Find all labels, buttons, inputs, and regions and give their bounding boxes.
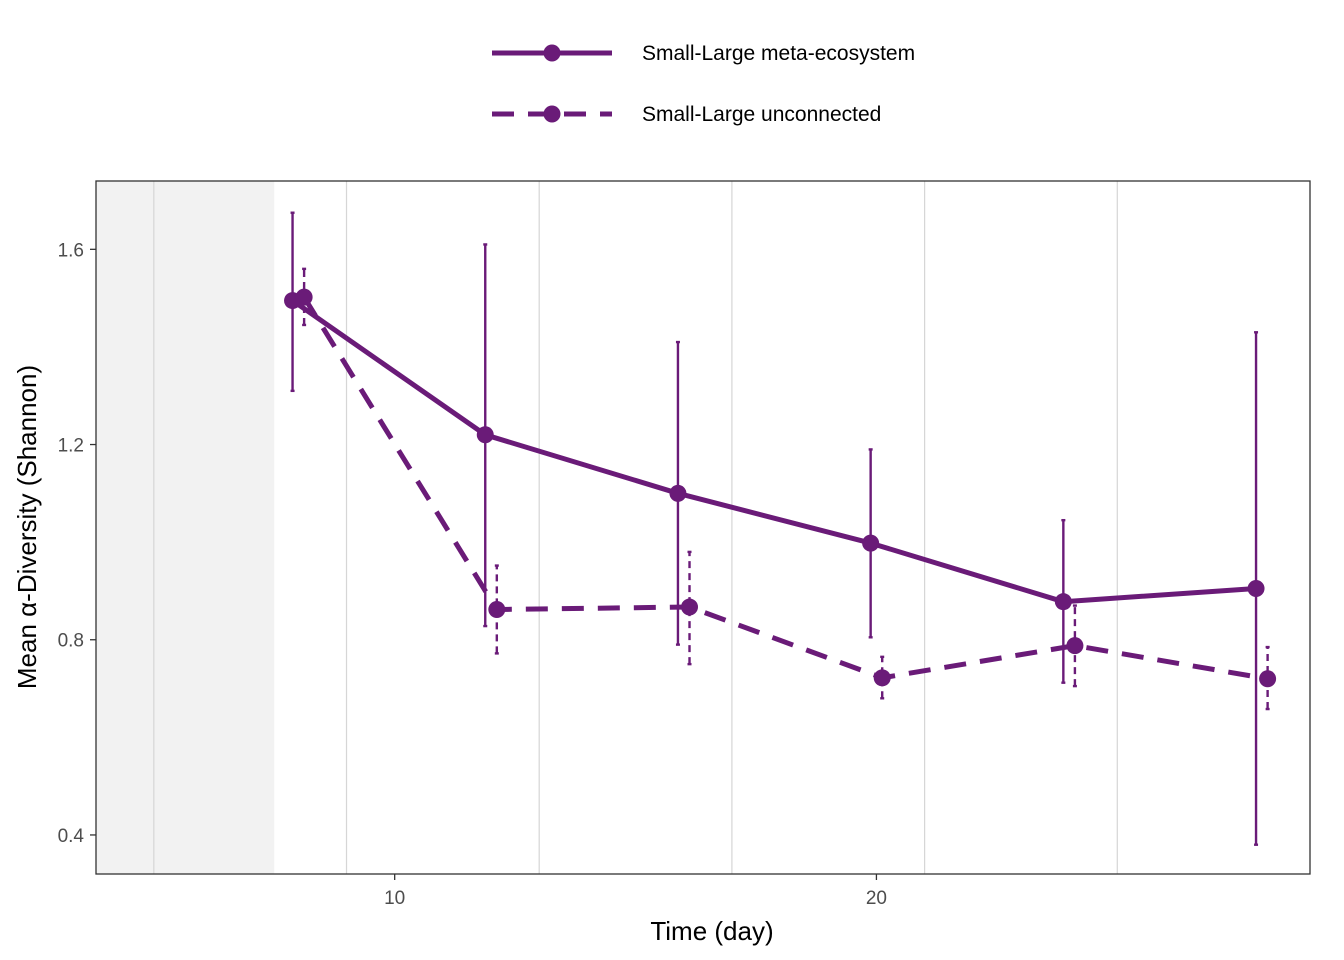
data-point-1-1 <box>488 600 506 618</box>
legend-key-point <box>543 105 561 123</box>
y-axis-title: Mean α-Diversity (Shannon) <box>12 365 42 689</box>
y-tick-label: 0.8 <box>58 631 84 652</box>
plot-panel <box>95 180 1311 875</box>
error-bar-1-2 <box>687 550 692 666</box>
y-tick-label: 1.6 <box>58 240 84 261</box>
data-point-1-5 <box>1259 670 1277 688</box>
legend-key-point <box>543 44 561 62</box>
series-line-0 <box>291 298 1257 605</box>
series-0 <box>284 211 1265 846</box>
y-axis: 0.4 0.8 1.2 1.6 <box>58 240 96 847</box>
data-point-1-3 <box>873 669 891 687</box>
shaded-region <box>96 181 275 874</box>
legend-item-0: Small-Large meta-ecosystem <box>492 42 915 65</box>
data-point-1-0 <box>295 288 313 306</box>
x-axis-title: Time (day) <box>650 916 773 946</box>
y-tick-label: 0.4 <box>58 826 85 847</box>
legend-label: Small-Large meta-ecosystem <box>642 42 915 65</box>
legend: Small-Large meta-ecosystem Small-Large un… <box>492 42 915 126</box>
data-point-0-4 <box>1054 593 1072 611</box>
data-point-1-2 <box>681 598 699 616</box>
x-tick-label: 10 <box>384 888 405 909</box>
data-point-0-1 <box>476 426 494 444</box>
panel-background <box>96 181 1310 874</box>
legend-label: Small-Large unconnected <box>642 103 881 126</box>
error-bar-1-1 <box>494 564 499 655</box>
legend-item-1: Small-Large unconnected <box>492 103 881 126</box>
data-point-0-2 <box>669 484 687 502</box>
series-1 <box>295 267 1277 711</box>
y-tick-label: 1.2 <box>58 436 84 457</box>
series-line-1 <box>301 295 1269 682</box>
data-point-0-3 <box>862 534 880 552</box>
data-point-0-5 <box>1247 580 1265 598</box>
data-point-1-4 <box>1066 637 1084 655</box>
panel-border <box>95 180 1311 875</box>
error-bar-1-3 <box>880 655 885 700</box>
x-axis: 10 20 <box>384 874 887 909</box>
x-tick-label: 20 <box>866 888 887 909</box>
